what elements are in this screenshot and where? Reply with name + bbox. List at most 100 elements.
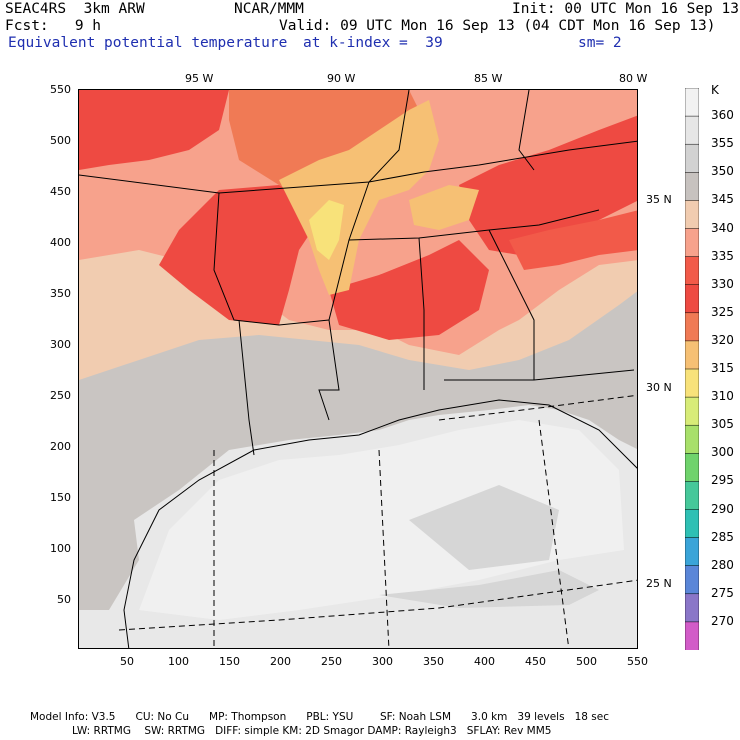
lat-label-25n: 25 N [646,577,672,590]
graticule-90w [378,449,390,648]
northwest-red-band [79,90,229,170]
colorbar-swatch [685,115,699,145]
colorbar-level-label: 325 [711,304,734,319]
east-red-band [459,115,637,255]
y-tick-400: 400 [50,236,71,249]
colorbar-level-label: 290 [711,501,734,516]
graticule-25n [118,579,637,631]
lon-label-85w: 85 W [474,72,503,85]
gulf-south-patch [379,570,599,608]
colorbar-level-label: 305 [711,417,734,432]
lon-label-90w: 90 W [327,72,356,85]
orange-field [229,90,429,220]
colorbar-level-label: 345 [711,192,734,207]
y-tick-450: 450 [50,185,71,198]
y-tick-550: 550 [50,83,71,96]
colorbar-swatch [685,424,699,455]
colorbar-swatch [685,621,699,650]
field-name: Equivalent potential temperature [8,35,288,51]
x-tick-450: 450 [525,655,546,668]
colorbar-level-label: 315 [711,361,734,375]
colorbar-level-label: 350 [711,164,734,179]
graticule-85w [538,419,570,648]
colorbar-swatch [685,368,699,398]
map-plot [78,89,638,649]
southeast-red-band [329,240,489,340]
forecast-hour: Fcst: 9 h [5,18,102,34]
colorbar-swatch [685,143,699,174]
colorbar-swatch [685,509,699,539]
y-tick-250: 250 [50,389,71,402]
east-red-band-lower [509,210,637,270]
organization-label: NCAR/MMM [234,1,304,17]
colorbar-level-label: 340 [711,220,734,235]
colorbar-swatch [685,200,699,230]
colorbar-swatch [685,340,699,370]
valid-time: Valid: 09 UTC Mon 16 Sep 13 (04 CDT Mon … [279,18,716,34]
lon-label-95w: 95 W [185,72,214,85]
state-line-west [213,192,330,326]
colorbar-level-label: 355 [711,136,734,151]
model-info-line1: Model Info: V3.5 CU: No Cu MP: Thompson … [30,711,609,723]
y-tick-100: 100 [50,542,71,555]
model-title: SEAC4RS 3km ARW [5,1,145,17]
colorbar-swatch [685,284,699,314]
colorbar-unit: K [711,83,719,97]
lat-label-30n: 30 N [646,381,672,394]
gulf-warmest-field [139,420,624,620]
colorbar-swatch [685,593,699,623]
graticule [118,394,637,648]
state-line-tx-la [238,319,255,456]
x-tick-350: 350 [423,655,444,668]
y-tick-150: 150 [50,491,71,504]
colorbar [685,88,699,650]
y-tick-350: 350 [50,287,71,300]
y-tick-50: 50 [57,593,71,606]
colorbar-swatch [685,537,699,567]
mississippi-river [328,90,410,321]
colorbar-level-label: 280 [711,557,734,572]
k-index: at k-index = 39 [303,35,443,51]
colorbar-swatch [685,453,699,483]
colorbar-level-label: 310 [711,389,734,404]
model-info-line2: LW: RRTMG SW: RRTMG DIFF: simple KM: 2D … [72,725,552,737]
colorbar-level-label: 285 [711,529,734,544]
coastline [123,399,637,648]
state-line-ky [518,90,535,171]
colorbar-level-label: 320 [711,332,734,347]
state-line-al-ga [488,229,535,380]
colorbar-swatch [685,565,699,595]
colorbar-level-label: 360 [711,108,734,123]
x-tick-550: 550 [627,655,648,668]
state-line-fl [444,369,635,381]
x-tick-200: 200 [270,655,291,668]
x-tick-100: 100 [168,655,189,668]
colorbar-level-label: 270 [711,613,734,628]
x-tick-50: 50 [120,655,134,668]
colorbar-level-label: 330 [711,276,734,291]
state-boundaries [79,90,637,456]
northeast-ridge [409,185,479,230]
central-red-band [159,185,329,325]
colorbar-swatch [685,481,699,511]
map-field-svg [79,90,637,648]
smoothing: sm= 2 [578,35,622,51]
x-tick-500: 500 [576,655,597,668]
lat-label-35n: 35 N [646,193,672,206]
state-line-ms-al [418,237,425,390]
colorbar-swatch [685,256,699,286]
colorbar-level-label: 295 [711,473,734,488]
x-tick-300: 300 [372,655,393,668]
y-tick-500: 500 [50,134,71,147]
colorbar-level-label: 300 [711,445,734,460]
colorbar-swatch [685,312,699,342]
state-line-la-ms [318,319,340,421]
y-tick-300: 300 [50,338,71,351]
init-time: Init: 00 UTC Mon 16 Sep 13 [512,1,739,17]
x-tick-400: 400 [474,655,495,668]
colorbar-level-label: 335 [711,248,734,263]
colorbar-level-label: 275 [711,585,734,600]
gulf-cooler-patch [409,485,559,570]
colorbar-swatch [685,88,699,117]
moist-ridge-core [309,200,344,260]
